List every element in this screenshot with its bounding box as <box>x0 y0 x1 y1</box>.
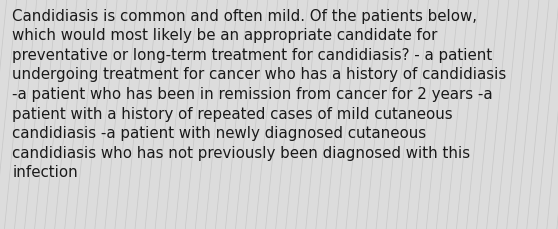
Text: Candidiasis is common and often mild. Of the patients below,
which would most li: Candidiasis is common and often mild. Of… <box>12 9 507 180</box>
